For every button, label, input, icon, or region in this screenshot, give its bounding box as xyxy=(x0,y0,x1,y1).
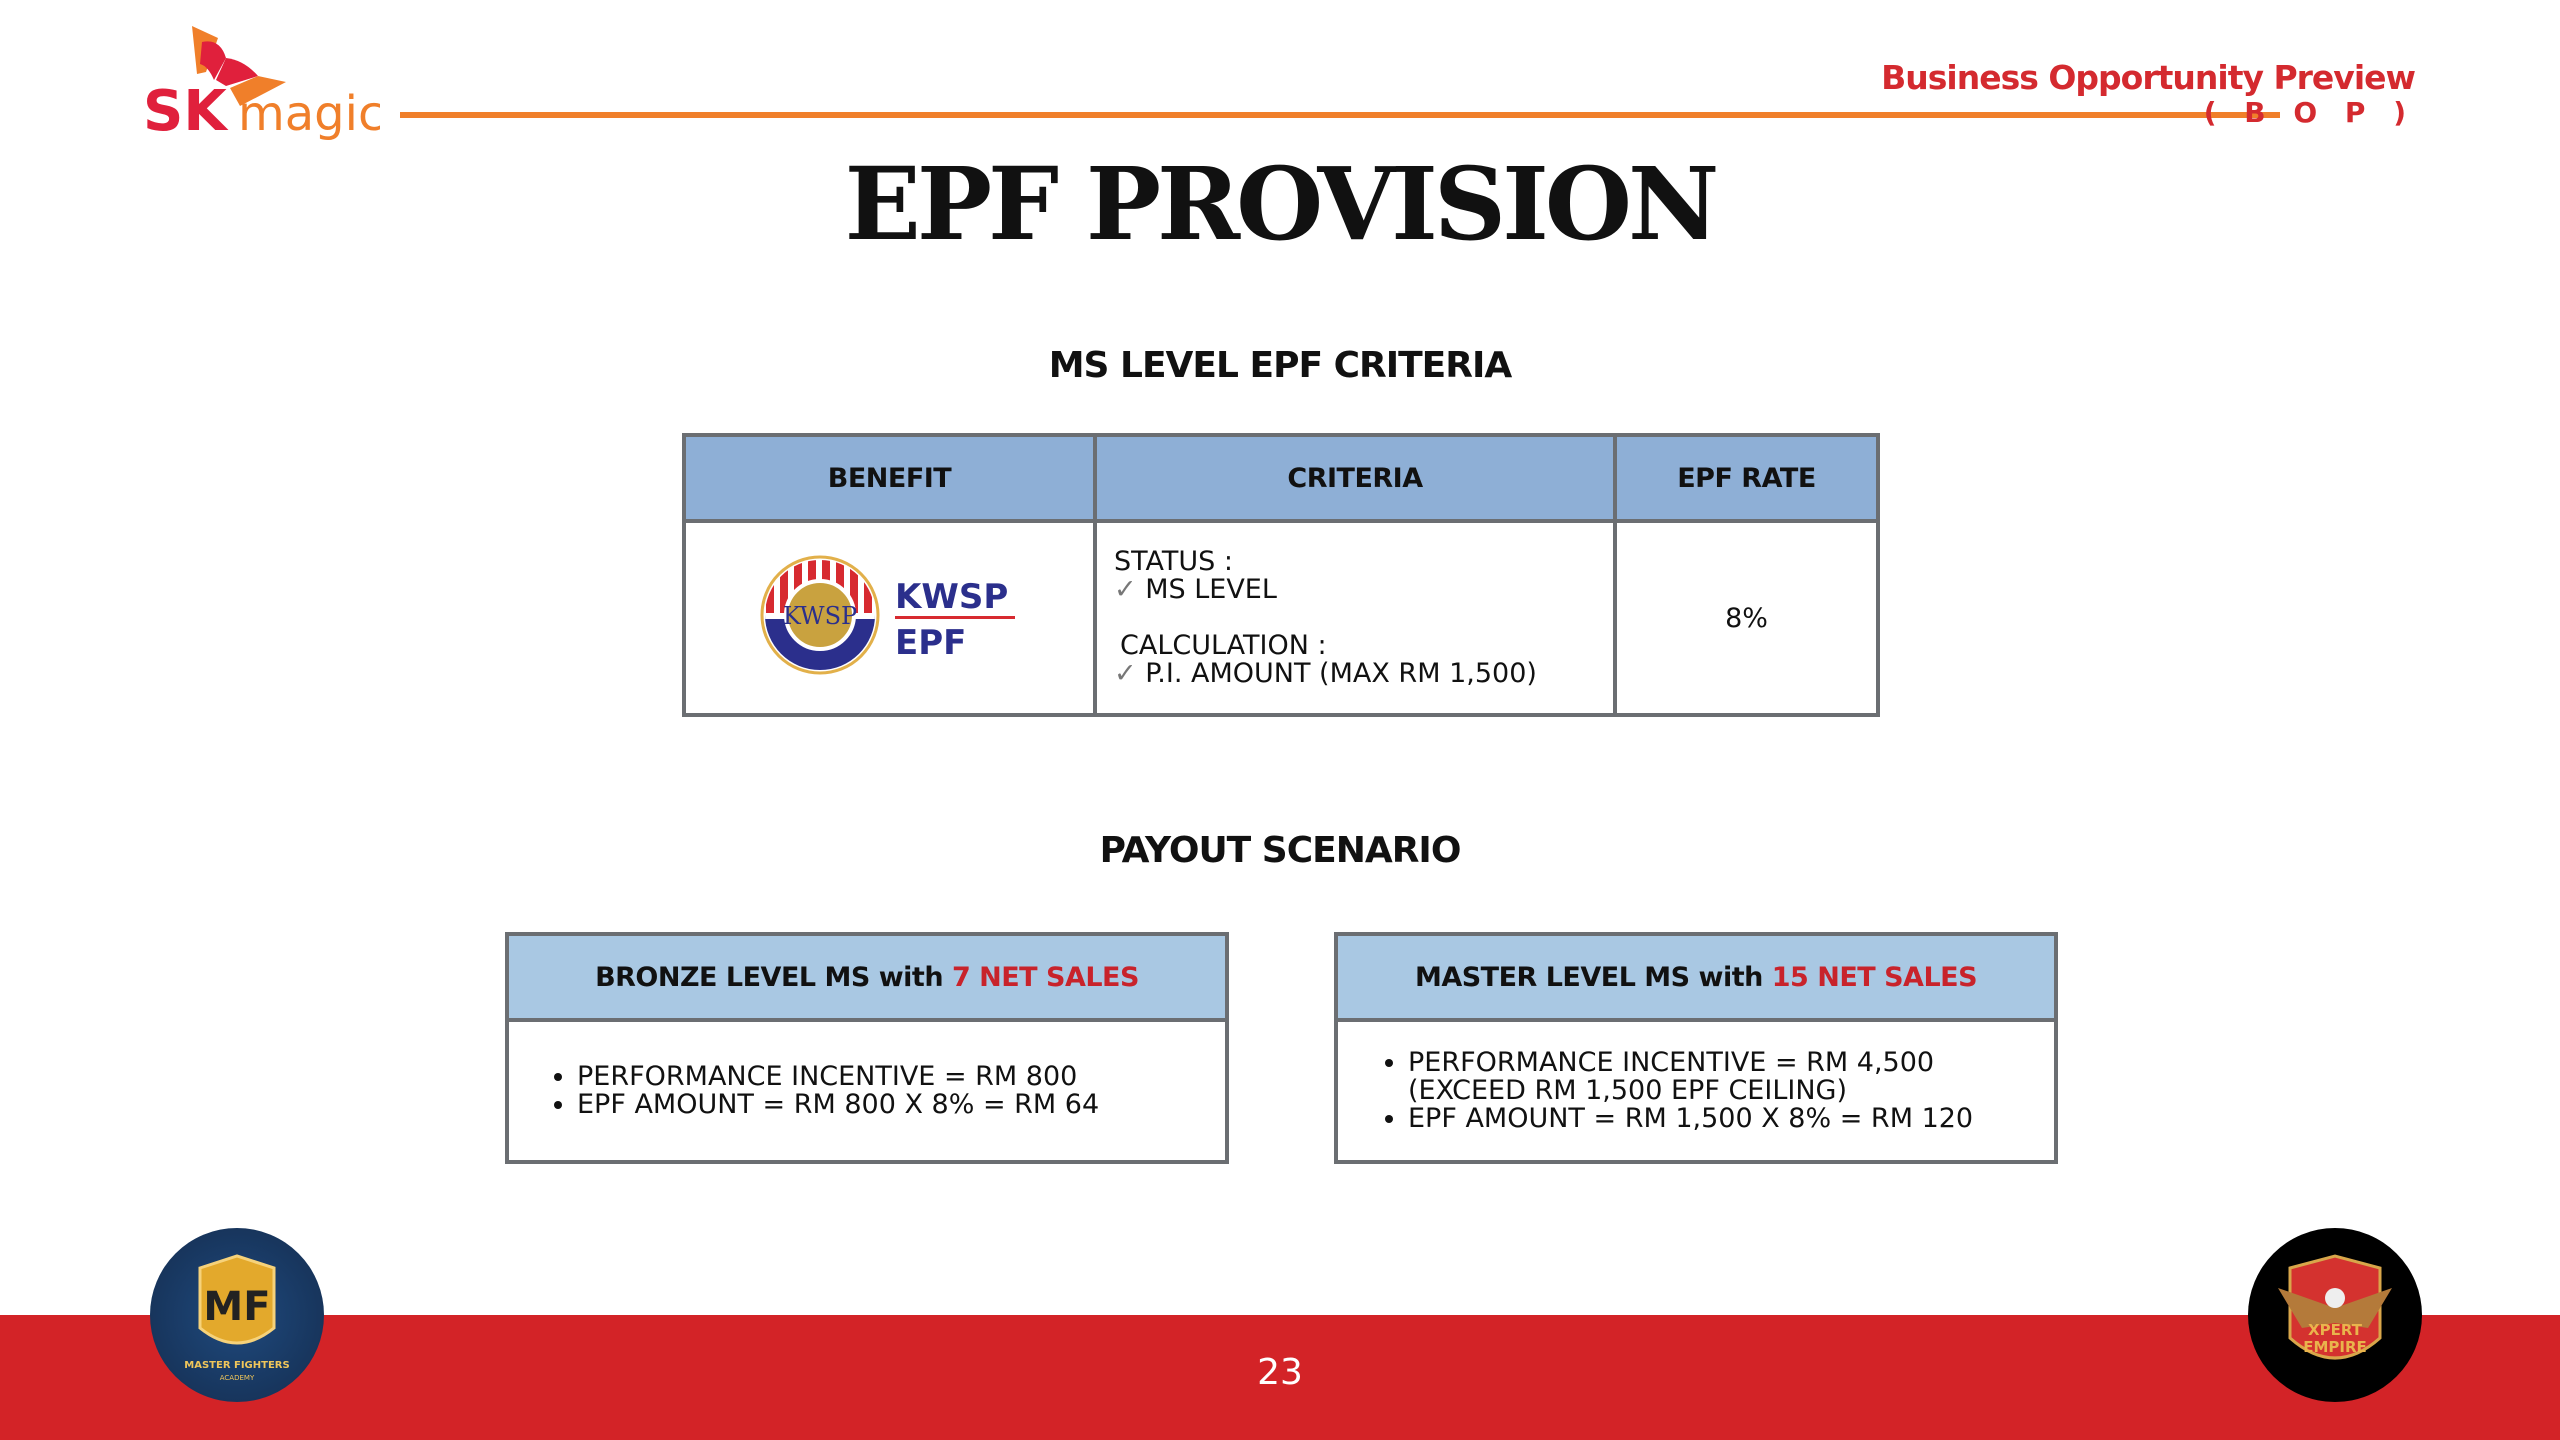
list-item: PERFORMANCE INCENTIVE = RM 800 xyxy=(577,1063,1099,1091)
payout-heading: PAYOUT SCENARIO xyxy=(1099,830,1462,871)
scenario-bronze: BRONZE LEVEL MS with 7 NET SALES PERFORM… xyxy=(505,932,1229,1164)
scenario-list: PERFORMANCE INCENTIVE = RM 800 EPF AMOUN… xyxy=(509,1063,1099,1119)
criteria-heading: MS LEVEL EPF CRITERIA xyxy=(1048,345,1513,386)
benefit-cell: KWSP KWSP EPF xyxy=(682,519,1097,717)
master-fighters-badge: MF MASTER FIGHTERS ACADEMY xyxy=(150,1228,324,1402)
page-number: 23 xyxy=(1257,1352,1303,1393)
svg-text:KWSP: KWSP xyxy=(895,577,1008,617)
list-item: PERFORMANCE INCENTIVE = RM 4,500 (EXCEED… xyxy=(1408,1049,1973,1105)
xpert-empire-badge xyxy=(2248,1228,2422,1402)
footer-bar xyxy=(0,1315,2560,1440)
status-item: MS LEVEL xyxy=(1145,574,1277,605)
criteria-cell: STATUS : ✓ MS LEVEL CALCULATION : ✓ P.I.… xyxy=(1093,519,1617,717)
bop-subtitle: ( B O P ) xyxy=(2203,96,2415,129)
sk-magic-logo: SK magic xyxy=(140,22,384,147)
svg-text:SK: SK xyxy=(143,79,229,144)
list-item: EPF AMOUNT = RM 800 X 8% = RM 64 xyxy=(577,1091,1099,1119)
svg-text:MF: MF xyxy=(203,1284,270,1330)
status-label: STATUS : xyxy=(1114,546,1233,577)
calculation-item: P.I. AMOUNT (MAX RM 1,500) xyxy=(1145,658,1537,689)
col-criteria: CRITERIA xyxy=(1093,433,1617,523)
epf-rate-value: 8% xyxy=(1613,519,1880,717)
check-icon: ✓ xyxy=(1114,658,1146,689)
check-icon: ✓ xyxy=(1114,574,1146,605)
svg-text:EPF: EPF xyxy=(895,623,966,663)
scenario-title: BRONZE LEVEL MS with 7 NET SALES xyxy=(509,936,1225,1022)
col-benefit: BENEFIT xyxy=(682,433,1097,523)
svg-text:KWSP: KWSP xyxy=(782,602,856,630)
svg-text:magic: magic xyxy=(238,86,380,142)
xpert-empire-label: XPERT EMPIRE xyxy=(2303,1321,2367,1356)
scenario-title: MASTER LEVEL MS with 15 NET SALES xyxy=(1338,936,2054,1022)
header-divider xyxy=(400,112,2280,118)
svg-text:MASTER FIGHTERS: MASTER FIGHTERS xyxy=(184,1360,289,1371)
criteria-table: BENEFIT CRITERIA EPF RATE KWSP xyxy=(682,433,1880,717)
list-item: EPF AMOUNT = RM 1,500 X 8% = RM 120 xyxy=(1408,1105,1973,1133)
kwsp-epf-logo: KWSP KWSP EPF xyxy=(760,555,1015,674)
page-title: EPF PROVISION xyxy=(844,145,1720,263)
scenario-list: PERFORMANCE INCENTIVE = RM 4,500 (EXCEED… xyxy=(1338,1049,1973,1133)
scenario-master: MASTER LEVEL MS with 15 NET SALES PERFOR… xyxy=(1334,932,2058,1164)
svg-text:ACADEMY: ACADEMY xyxy=(220,1374,255,1382)
bop-title: Business Opportunity Preview xyxy=(1881,58,2416,97)
calculation-label: CALCULATION : xyxy=(1120,630,1327,661)
col-epf-rate: EPF RATE xyxy=(1613,433,1880,523)
